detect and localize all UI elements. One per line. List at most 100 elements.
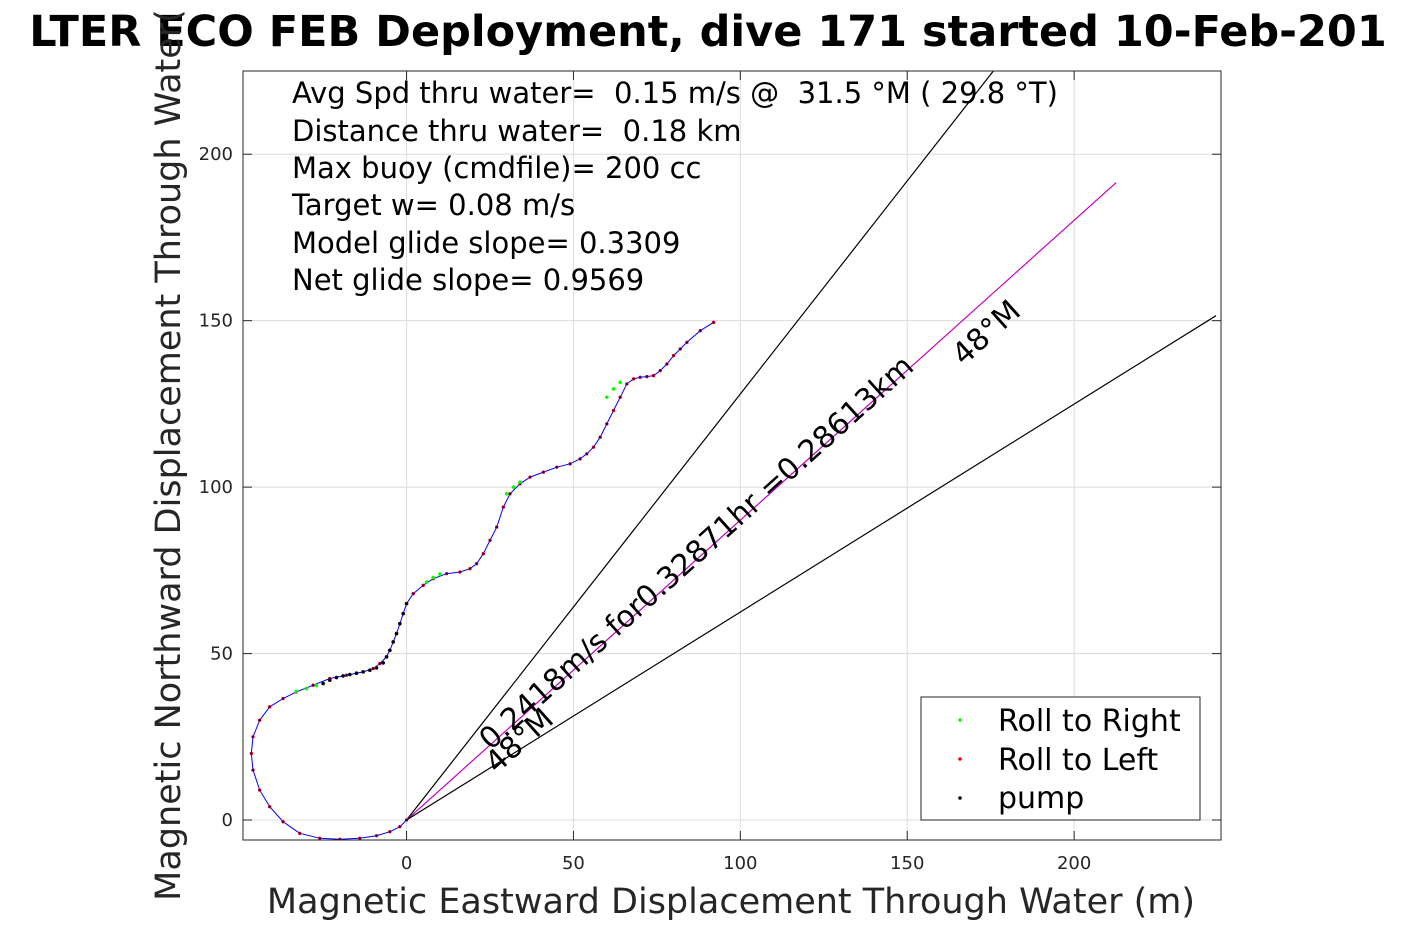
track-point <box>592 446 595 449</box>
roll-right-point <box>618 380 622 385</box>
track-point <box>579 457 582 460</box>
y-tick-label: 0 <box>222 810 233 831</box>
roll-right-point <box>314 683 319 688</box>
track-point <box>685 341 689 344</box>
stat-avg-speed: Avg Spd thru water= 0.15 m/s @ 31.5 °M (… <box>292 76 1058 110</box>
roll-right-point <box>304 686 309 691</box>
track-point <box>475 562 478 565</box>
track-point <box>281 820 285 823</box>
pump-point <box>384 655 389 659</box>
track-point <box>458 570 462 574</box>
pump-point <box>374 666 379 670</box>
track-point <box>679 347 682 351</box>
roll-right-point <box>424 580 429 584</box>
track-point <box>388 830 391 833</box>
track-point <box>605 422 608 425</box>
legend-marker-roll-right <box>958 718 962 722</box>
stat-distance: Distance thru water= 0.18 km <box>292 114 742 148</box>
track-point <box>412 592 415 595</box>
track-point <box>665 362 669 366</box>
pump-point <box>391 640 396 644</box>
pump-point <box>341 674 345 678</box>
track-point <box>712 321 715 324</box>
track-point <box>619 396 622 399</box>
track-point <box>672 354 675 357</box>
track-point <box>445 572 448 575</box>
heading-line <box>406 182 1117 821</box>
pump-point <box>321 681 325 686</box>
track-point <box>659 369 662 372</box>
track-point <box>639 376 642 379</box>
track-point <box>318 837 321 840</box>
x-tick-label: 0 <box>401 853 412 874</box>
roll-right-point <box>611 387 616 391</box>
x-tick-label: 100 <box>723 853 757 874</box>
track-point <box>482 552 485 555</box>
heading-line <box>406 315 1217 821</box>
track-point <box>268 705 271 708</box>
track-point <box>542 471 545 474</box>
pump-point <box>394 631 399 636</box>
legend-box <box>920 696 1201 821</box>
y-tick-label: 50 <box>210 644 233 665</box>
track-point <box>599 436 602 439</box>
roll-right-point <box>431 575 436 580</box>
x-axis-label: Magnetic Eastward Displacement Through W… <box>267 882 1195 922</box>
x-tick-label: 150 <box>890 853 924 874</box>
track-point <box>488 539 492 542</box>
track-point <box>569 462 572 465</box>
track-point <box>495 525 498 529</box>
pump-point <box>401 611 406 616</box>
y-tick-label: 150 <box>199 311 233 332</box>
legend-label-roll-left: Roll to Left <box>998 743 1158 778</box>
track-point <box>358 837 361 840</box>
track-markers <box>249 320 716 840</box>
axis-ticks: 0 50 100 150 200 0 50 100 150 200 <box>199 71 1221 874</box>
track-point <box>645 375 648 378</box>
track-point <box>468 567 472 570</box>
legend-label-roll-right: Roll to Right <box>998 704 1181 739</box>
track-point <box>258 788 261 792</box>
pump-point <box>348 672 352 677</box>
pump-point <box>354 671 359 676</box>
track-point <box>298 832 301 835</box>
y-axis-label: Magnetic Northward Displacement Through … <box>149 9 189 901</box>
track-point <box>508 492 512 495</box>
chart-title: LTER ECO FEB Deployment, dive 171 starte… <box>29 7 1387 57</box>
x-tick-label: 200 <box>1057 853 1091 874</box>
track-point <box>250 752 253 755</box>
track-point <box>268 805 271 808</box>
legend-marker-roll-left <box>958 757 962 761</box>
pump-point <box>381 661 385 665</box>
heading-line <box>406 71 994 821</box>
stat-max-buoy: Max buoy (cmdfile)= 200 cc <box>292 151 701 185</box>
track-point <box>555 466 558 469</box>
track-point <box>502 505 505 509</box>
track-point <box>345 674 348 677</box>
grid <box>243 71 1221 840</box>
track-point <box>378 662 381 665</box>
heading-lines <box>406 71 1217 821</box>
track-point <box>422 584 425 587</box>
track-point <box>398 825 401 828</box>
roll-right-point <box>605 395 609 400</box>
stat-model-glide-slope: Model glide slope= 0.3309 <box>292 226 680 260</box>
stat-net-glide-slope: Net glide slope= 0.9569 <box>292 263 644 297</box>
track-point <box>251 735 255 738</box>
stats-block: Avg Spd thru water= 0.15 m/s @ 31.5 °M (… <box>291 76 1058 297</box>
track-point <box>372 667 375 670</box>
track-point <box>632 377 635 381</box>
track-point <box>652 374 655 377</box>
pump-point <box>327 678 332 683</box>
pump-point <box>334 675 339 680</box>
y-tick-label: 100 <box>199 477 233 498</box>
track-point <box>585 452 588 455</box>
pump-point <box>404 601 409 606</box>
track-point <box>528 476 532 479</box>
x-tick-label: 50 <box>562 853 585 874</box>
track-point <box>281 697 285 700</box>
pump-point <box>388 648 392 653</box>
roll-right-point <box>511 485 516 489</box>
track-point <box>699 329 702 332</box>
